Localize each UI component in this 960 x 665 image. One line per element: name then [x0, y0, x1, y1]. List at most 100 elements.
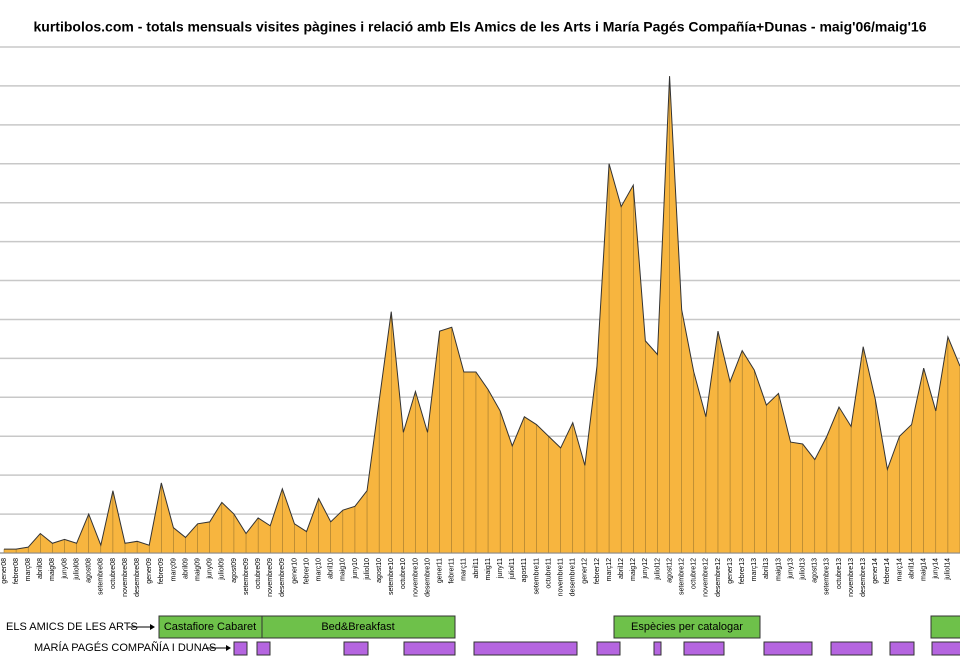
x-tick-label: juny10 — [352, 558, 359, 580]
arrow-head — [150, 624, 155, 630]
x-tick-label: octubre13 — [836, 558, 843, 589]
tour-bar — [343, 641, 369, 656]
x-tick-label: abril12 — [618, 558, 625, 579]
tour-bar — [256, 641, 271, 656]
tour-bar — [473, 641, 578, 656]
x-tick-label: abril08 — [37, 558, 44, 579]
area-line — [4, 76, 960, 550]
x-tick-label: juliol09 — [219, 558, 226, 581]
x-tick-label: febrer13 — [739, 558, 746, 584]
x-tick-label: gener12 — [582, 558, 589, 584]
tour-bar — [763, 641, 813, 656]
x-tick-label: abril14 — [908, 558, 915, 579]
tour-bar — [403, 641, 456, 656]
x-tick-label: octubre09 — [255, 558, 262, 589]
x-tick-label: desembre08 — [134, 558, 141, 597]
x-tick-label: febrer14 — [884, 558, 891, 584]
x-tick-label: gener10 — [291, 558, 298, 584]
x-tick-label: agost08 — [86, 558, 93, 583]
tour-bar — [653, 641, 662, 656]
x-tick-label: març09 — [170, 558, 177, 581]
x-tick-label: juliol10 — [364, 558, 371, 581]
x-tick-label: gener14 — [872, 558, 879, 584]
x-tick-label: novembre13 — [848, 558, 855, 597]
x-tick-label: agost13 — [812, 558, 819, 583]
x-tick-label: setembre10 — [388, 558, 395, 595]
x-tick-label: març11 — [461, 558, 468, 581]
tour-bar — [596, 641, 621, 656]
x-tick-label: maig10 — [340, 558, 347, 581]
x-tick-label: maig13 — [775, 558, 782, 581]
x-tick-label: juny14 — [933, 558, 940, 580]
timeline-label: ELS AMICS DE LES ARTS — [6, 621, 138, 633]
x-tick-label: juny12 — [642, 558, 649, 580]
x-tick-label: maig11 — [485, 558, 492, 581]
show-label: Castafiore Cabaret — [164, 621, 256, 633]
x-tick-label: novembre09 — [267, 558, 274, 597]
x-tick-label: febrer12 — [594, 558, 601, 584]
tour-bar — [233, 641, 248, 656]
x-tick-label: agost10 — [376, 558, 383, 583]
x-tick-label: desembre11 — [570, 558, 577, 597]
x-tick-label: juny13 — [787, 558, 794, 580]
x-tick-label: febrer09 — [158, 558, 165, 584]
x-tick-label: març14 — [896, 558, 903, 581]
x-tick-label: desembre10 — [424, 558, 431, 597]
x-tick-label: juny09 — [207, 558, 214, 580]
x-tick-label: juliol12 — [654, 558, 661, 581]
x-tick-label: octubre12 — [691, 558, 698, 589]
x-tick-label: setembre13 — [824, 558, 831, 595]
x-tick-label: novembre11 — [558, 558, 565, 597]
plot: gener08 febrer08 març08 abril08 maig08 juny08… — [0, 46, 960, 597]
x-tick-label: desembre09 — [279, 558, 286, 597]
tour-bar — [889, 641, 915, 656]
area — [4, 76, 960, 553]
show-bar — [930, 615, 960, 639]
x-tick-label: març12 — [606, 558, 613, 581]
timeline-label: MARÍA PAGÉS COMPAÑÍA I DUNAS — [34, 641, 216, 654]
x-tick-label: octubre11 — [545, 558, 552, 589]
x-tick-label: gener13 — [727, 558, 734, 584]
x-tick-label: febrer10 — [303, 558, 310, 584]
show-label: Espècies per catalogar — [631, 621, 743, 633]
x-tick-label: setembre11 — [533, 558, 540, 595]
x-tick-label: gener09 — [146, 558, 153, 584]
x-tick-label: novembre10 — [412, 558, 419, 597]
x-tick-label: desembre13 — [860, 558, 867, 597]
x-tick-label: març10 — [315, 558, 322, 581]
arrow-head — [226, 645, 231, 651]
x-tick-label: juliol14 — [945, 558, 952, 581]
x-tick-label: abril13 — [763, 558, 770, 579]
x-tick-label: juliol08 — [73, 558, 80, 581]
x-tick-label: juliol11 — [509, 558, 516, 580]
x-tick-label: març08 — [25, 558, 32, 581]
x-tick-label: febrer08 — [13, 558, 20, 584]
x-tick-label: maig09 — [194, 558, 201, 581]
chart-title: kurtibolos.com - totals mensuals visites… — [34, 19, 927, 35]
x-tick-label: gener08 — [1, 558, 8, 584]
x-tick-label: agost09 — [231, 558, 238, 583]
x-tick-label: setembre09 — [243, 558, 250, 595]
x-tick-label: juny11 — [497, 558, 504, 579]
x-tick-label: abril10 — [328, 558, 335, 579]
x-tick-label: agost12 — [666, 558, 673, 583]
show-bar — [613, 615, 761, 639]
x-tick-label: juliol13 — [800, 558, 807, 581]
show-bar — [261, 615, 456, 639]
x-tick-label: agost11 — [521, 558, 528, 582]
x-tick-label: març13 — [751, 558, 758, 581]
x-tick-label: octubre10 — [400, 558, 407, 589]
x-tick-label: febrer11 — [449, 558, 456, 584]
x-tick-label: novembre12 — [703, 558, 710, 597]
x-tick-label: maig14 — [921, 558, 928, 581]
x-tick-label: maig12 — [630, 558, 637, 581]
x-tick-label: maig08 — [49, 558, 56, 581]
tour-bars — [233, 641, 960, 656]
x-tick-label: abril11 — [473, 558, 480, 579]
show-label: Bed&Breakfast — [321, 621, 394, 633]
tour-bar — [931, 641, 960, 656]
x-tick-label: setembre08 — [98, 558, 105, 595]
x-tick-label: juny08 — [61, 558, 68, 580]
x-tick-label: setembre12 — [679, 558, 686, 595]
